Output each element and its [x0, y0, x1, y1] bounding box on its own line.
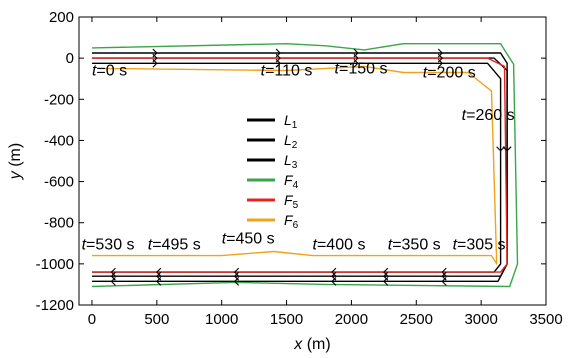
legend-label-l2: L2	[284, 132, 298, 151]
y-tick-label: 0	[66, 50, 74, 67]
y-tick-label: -800	[44, 215, 74, 232]
time-annotation: t=110 s	[261, 63, 313, 80]
legend-label-l1: L1	[284, 112, 298, 131]
arrow-marker	[275, 58, 281, 68]
y-tick-label: -400	[44, 132, 74, 149]
arrow-marker	[110, 267, 116, 277]
time-annotation: t=200 s	[423, 65, 476, 82]
y-tick-label: -1000	[36, 256, 74, 273]
x-tick-label: 3500	[529, 311, 562, 328]
arrow-marker	[110, 276, 116, 286]
legend-label-f6: F6	[284, 212, 299, 231]
x-axis-label: x (m)	[293, 336, 330, 353]
arrow-marker	[441, 267, 447, 277]
series-group	[91, 43, 519, 288]
x-tick-label: 1500	[270, 311, 303, 328]
arrow-marker	[152, 58, 158, 68]
time-annotation: t=530 s	[82, 236, 135, 253]
y-tick-label: -600	[44, 174, 74, 191]
time-annotation: t=495 s	[148, 236, 201, 253]
arrow-marker	[383, 276, 389, 286]
legend-label-f5: F5	[284, 192, 299, 211]
y-tick-label: -200	[44, 91, 74, 108]
time-annotation: t=0 s	[92, 63, 127, 80]
x-tick-label: 0	[88, 311, 96, 328]
arrow-marker	[156, 276, 162, 286]
arrow-marker	[233, 276, 240, 286]
arrow-marker	[233, 267, 240, 277]
time-annotation: t=400 s	[313, 236, 366, 253]
arrow-marker	[331, 276, 337, 286]
y-tick-label: 200	[49, 9, 74, 26]
x-tick-label: 3000	[464, 311, 497, 328]
x-tick-label: 1000	[205, 311, 238, 328]
time-annotation: t=260 s	[462, 107, 515, 124]
x-tick-label: 2500	[400, 311, 433, 328]
arrow-marker	[353, 58, 359, 68]
arrow-marker	[441, 276, 447, 286]
time-annotation: t=305 s	[453, 236, 506, 253]
time-annotation: t=450 s	[222, 230, 275, 247]
series-line-f5	[92, 57, 508, 273]
legend-label-f4: F4	[284, 172, 299, 191]
time-annotation: t=150 s	[335, 61, 388, 78]
y-tick-label: -1200	[36, 297, 74, 314]
x-tick-label: 500	[144, 311, 169, 328]
arrow-marker	[437, 58, 444, 68]
arrow-marker	[502, 146, 512, 152]
y-axis-label: y (m)	[7, 143, 24, 180]
arrow-marker	[383, 267, 389, 277]
series-line-f4	[91, 43, 519, 288]
legend-label-l3: L3	[284, 152, 298, 171]
series-line-f6	[92, 65, 498, 265]
time-annotation: t=350 s	[388, 236, 441, 253]
arrow-marker	[156, 267, 162, 277]
arrow-marker	[331, 267, 337, 277]
plot-frame	[78, 16, 547, 306]
arrow-marker	[496, 146, 505, 152]
x-tick-label: 2000	[335, 311, 368, 328]
